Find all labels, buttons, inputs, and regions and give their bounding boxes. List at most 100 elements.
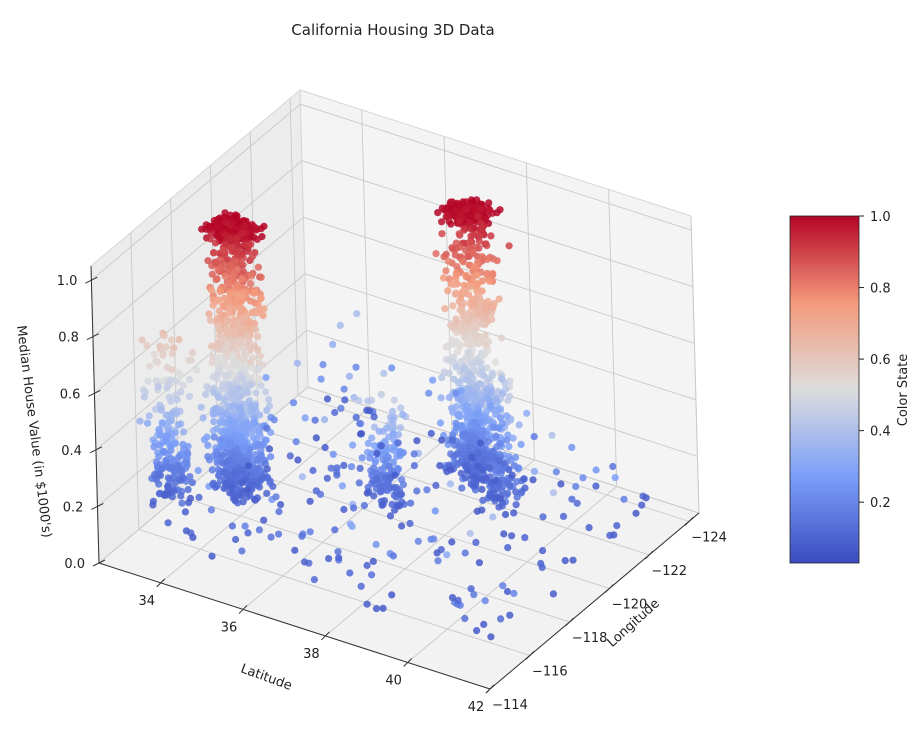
data-point	[461, 430, 469, 438]
data-point	[454, 596, 462, 604]
x-tick-label: 38	[303, 647, 320, 662]
data-point	[150, 443, 158, 451]
data-point	[568, 495, 576, 503]
data-point	[453, 263, 461, 271]
data-point	[479, 466, 487, 474]
data-point	[163, 432, 171, 440]
data-point	[256, 411, 264, 419]
data-point	[474, 212, 482, 221]
grid-line	[525, 162, 535, 460]
data-point	[164, 482, 172, 490]
data-point	[368, 571, 376, 579]
data-point	[436, 462, 444, 470]
data-point	[136, 417, 144, 425]
data-point	[390, 396, 398, 404]
data-point	[227, 234, 235, 243]
data-point	[394, 465, 402, 473]
data-point	[463, 314, 472, 322]
data-point	[259, 361, 267, 369]
data-point	[218, 451, 226, 459]
data-point	[242, 388, 251, 396]
data-point	[217, 354, 225, 362]
data-point	[506, 481, 514, 489]
data-point	[504, 544, 512, 552]
data-point	[448, 436, 456, 444]
data-point	[226, 438, 234, 446]
data-point	[140, 393, 148, 401]
data-point	[485, 199, 493, 207]
data-point	[331, 526, 339, 534]
data-point	[246, 382, 254, 390]
data-point	[179, 381, 188, 389]
data-point	[389, 446, 398, 454]
data-point	[458, 421, 466, 430]
data-point	[389, 416, 397, 424]
data-point	[473, 287, 481, 295]
data-point	[508, 471, 516, 479]
data-point	[255, 526, 263, 534]
data-point	[227, 243, 235, 251]
data-point	[321, 443, 329, 452]
data-point	[205, 310, 213, 318]
data-point	[259, 312, 267, 320]
data-point	[238, 275, 246, 283]
data-point	[237, 392, 245, 400]
y-tick-label: −114	[492, 698, 528, 713]
data-point	[390, 483, 398, 492]
data-point	[257, 273, 265, 281]
data-point	[476, 380, 484, 388]
data-point	[167, 376, 175, 384]
data-point	[490, 453, 498, 461]
data-point	[202, 221, 210, 229]
z-tick-label: 1.0	[57, 274, 78, 289]
data-point	[160, 332, 168, 340]
data-point	[476, 439, 484, 447]
data-point	[353, 310, 361, 318]
data-point	[407, 499, 415, 507]
data-point	[352, 413, 360, 421]
data-point	[236, 247, 244, 255]
data-point	[445, 393, 453, 402]
data-point	[247, 297, 255, 305]
data-point	[495, 406, 503, 414]
data-point	[520, 475, 528, 483]
data-point	[610, 531, 618, 539]
data-point	[489, 255, 497, 263]
data-point	[461, 287, 469, 295]
data-point	[477, 219, 485, 227]
data-point	[548, 431, 556, 439]
data-point	[321, 416, 329, 424]
data-point	[468, 472, 476, 480]
data-point	[465, 442, 473, 450]
data-point	[386, 512, 395, 520]
data-point	[389, 407, 397, 415]
data-point	[482, 455, 491, 463]
data-point	[173, 396, 181, 404]
data-point	[238, 547, 246, 555]
grid-line	[91, 103, 301, 281]
data-point	[146, 362, 154, 370]
data-point	[480, 449, 488, 457]
data-point	[178, 499, 186, 507]
data-point	[388, 591, 396, 599]
data-point	[477, 349, 486, 357]
data-point	[384, 481, 392, 489]
data-point	[169, 485, 177, 493]
data-point	[436, 419, 445, 427]
data-point	[311, 416, 319, 424]
data-point	[208, 552, 216, 560]
data-point	[452, 239, 460, 247]
grid-line	[242, 433, 453, 610]
data-point	[250, 342, 259, 350]
data-point	[212, 450, 221, 458]
data-point	[155, 426, 163, 434]
data-point	[579, 474, 587, 482]
data-point	[467, 283, 475, 291]
data-point	[488, 309, 496, 317]
data-point	[175, 336, 183, 344]
data-point	[414, 537, 422, 545]
data-point	[470, 320, 478, 329]
axis-line	[86, 333, 100, 341]
grid-line	[300, 103, 692, 231]
data-point	[443, 212, 451, 220]
